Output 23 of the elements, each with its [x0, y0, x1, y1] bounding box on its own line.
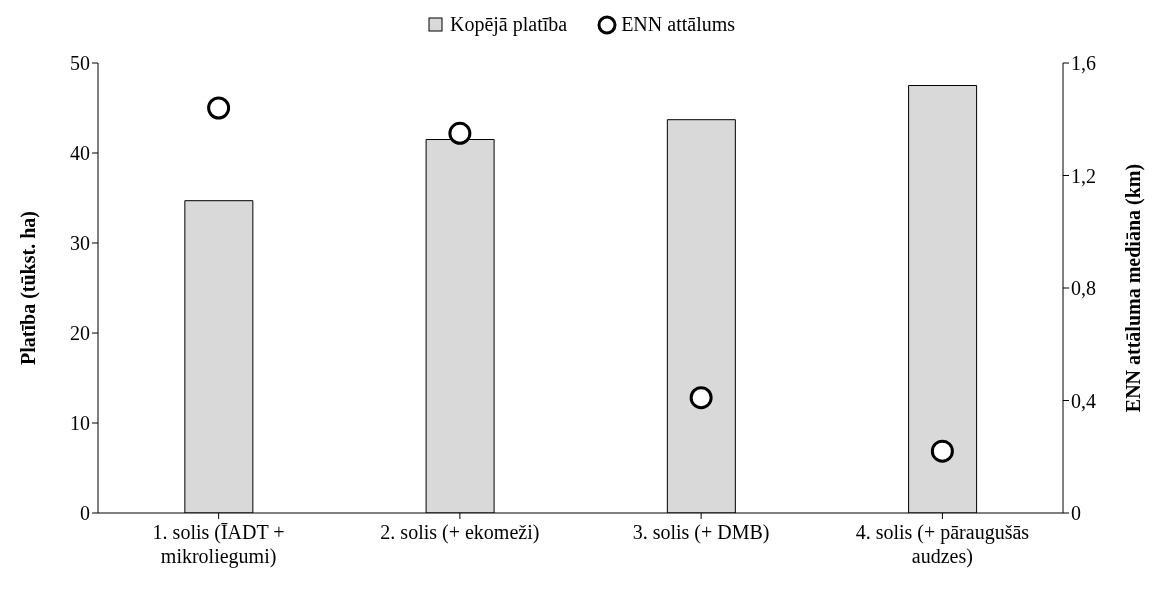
y-axis-title: Platība (tūkst. ha)	[17, 211, 41, 365]
legend-label: Kopējā platība	[448, 13, 568, 36]
y-tick-label: 10	[70, 412, 90, 435]
x-tick-label: 2. solis (+ ekomeži)	[380, 521, 540, 544]
y-tick-label: 0	[80, 502, 90, 525]
y2-tick-label: 0,4	[1071, 389, 1096, 412]
point	[930, 439, 954, 463]
y-tick-label: 30	[70, 232, 90, 255]
point	[689, 386, 713, 410]
y-tick-label: 40	[70, 142, 90, 165]
y2-tick-label: 1,2	[1071, 164, 1096, 187]
point	[448, 121, 472, 145]
y2-tick-label: 0,8	[1071, 277, 1096, 300]
y2-tick-label: 0	[1071, 502, 1081, 525]
y2-axis-title: ENN attāluma mediāna (km)	[1122, 163, 1146, 413]
x-tick-label: 4. solis (+ pāraugušās audzes)	[855, 521, 1030, 568]
x-tick-label: 1. solis (ĪADT + mikroliegumi)	[152, 521, 285, 568]
point	[207, 96, 231, 120]
legend-label: ENN attālums	[620, 13, 736, 36]
x-tick-label: 3. solis (+ DMB)	[632, 521, 770, 544]
y-tick-label: 20	[70, 322, 90, 345]
y-tick-label: 50	[70, 52, 90, 75]
y2-tick-label: 1,6	[1071, 52, 1096, 75]
